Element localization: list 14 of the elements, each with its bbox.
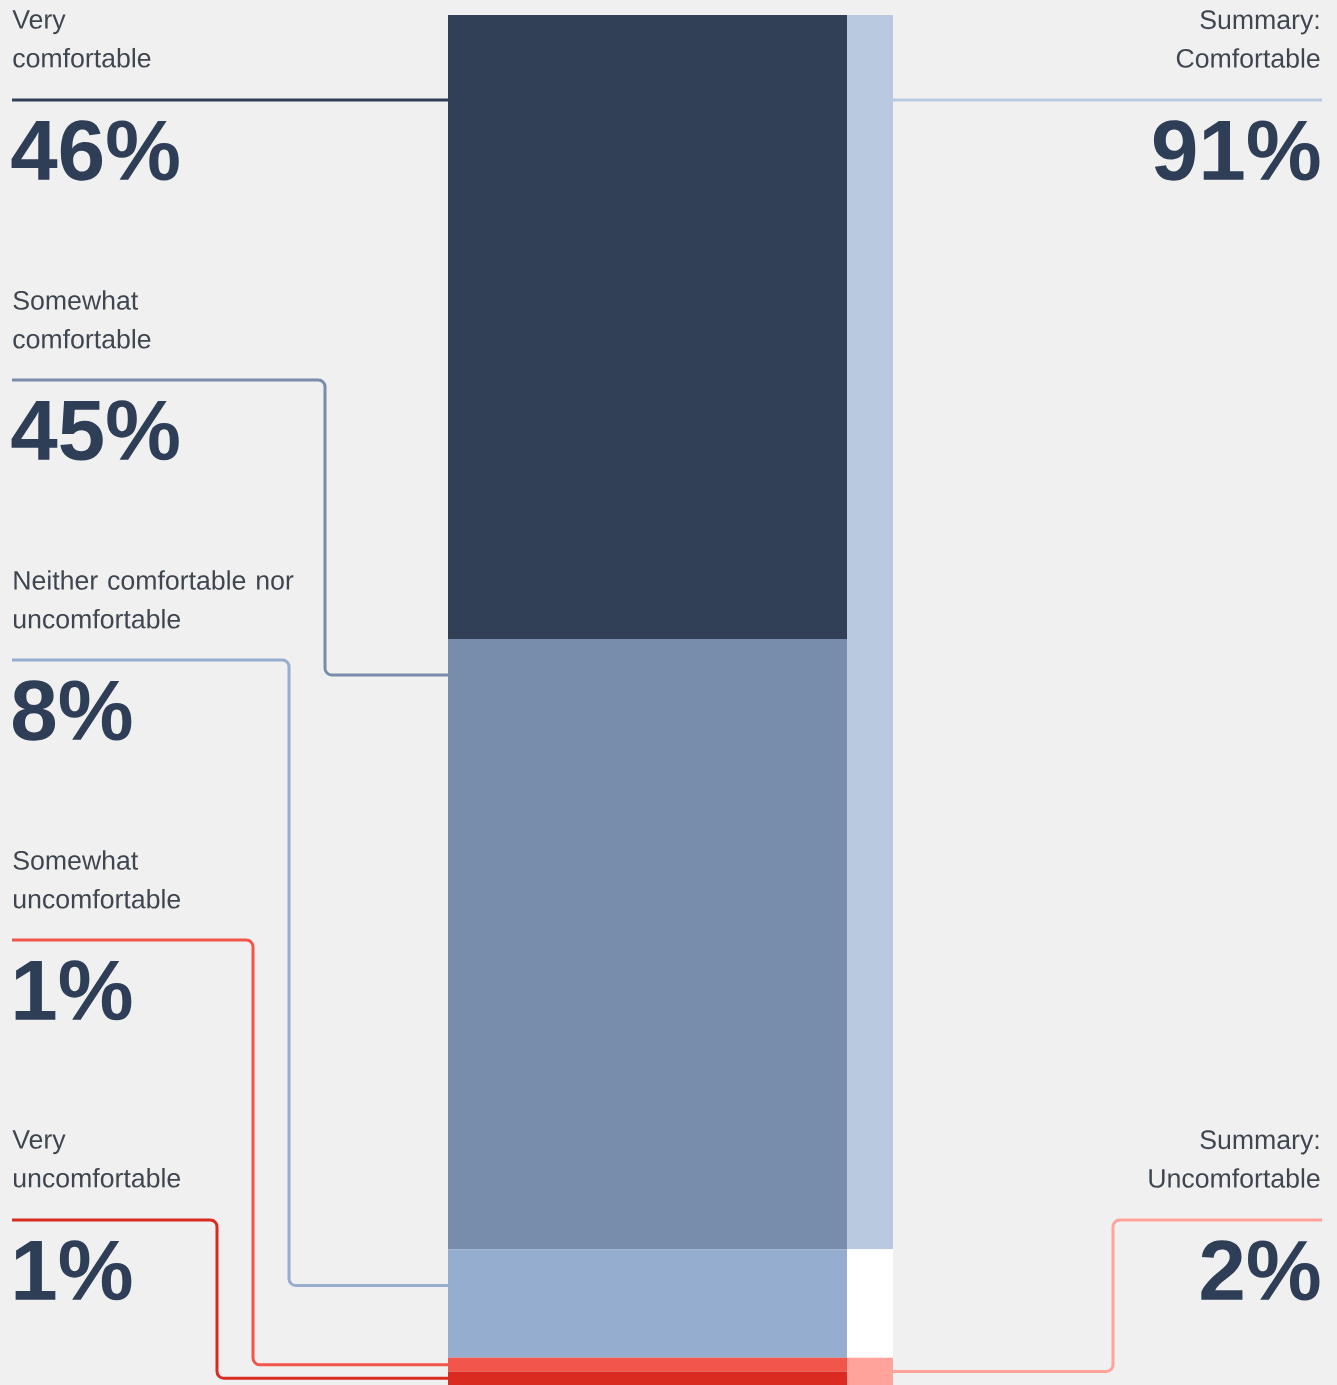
data-label: 2%	[1201, 1240, 1320, 1301]
text: Summary: Comfortable	[1176, 10, 1320, 68]
text: Very comfortable	[12, 10, 151, 68]
data-label: 8%	[12, 680, 132, 741]
data-label: 1%	[15, 1240, 132, 1301]
text: Very uncomfortable	[12, 1130, 181, 1188]
text: Summary: Uncomfortable	[1149, 1130, 1320, 1188]
data-label: 91%	[1153, 120, 1320, 181]
text: Neither comfortable nor uncomfortable	[14, 570, 294, 629]
data-label: 46%	[11, 120, 179, 181]
text: Somewhat comfortable	[13, 290, 151, 349]
text: Somewhat uncomfortable	[13, 850, 181, 909]
data-label: 1%	[15, 960, 132, 1021]
data-label: 45%	[11, 400, 179, 461]
